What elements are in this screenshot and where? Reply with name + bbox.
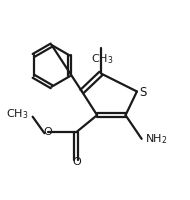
Text: CH$_3$: CH$_3$ (6, 107, 29, 121)
Text: O: O (44, 127, 52, 137)
Text: NH$_2$: NH$_2$ (145, 132, 168, 146)
Text: CH$_3$: CH$_3$ (91, 53, 113, 66)
Text: S: S (139, 86, 147, 99)
Text: O: O (73, 157, 82, 167)
